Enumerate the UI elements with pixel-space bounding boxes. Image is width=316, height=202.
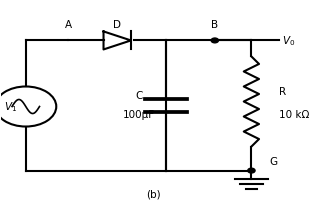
Text: R: R [279,87,286,97]
Text: D: D [113,20,121,30]
Text: A: A [65,20,72,30]
Text: $V_0$: $V_0$ [282,34,295,48]
Text: (b): (b) [147,189,161,199]
Text: 100μF: 100μF [123,109,155,119]
Text: C: C [135,91,142,101]
Text: $V_1$: $V_1$ [4,100,17,114]
Text: G: G [270,156,278,166]
Text: 10 kΩ: 10 kΩ [279,109,309,119]
Circle shape [211,39,218,44]
Text: B: B [211,20,218,30]
Circle shape [248,168,255,173]
